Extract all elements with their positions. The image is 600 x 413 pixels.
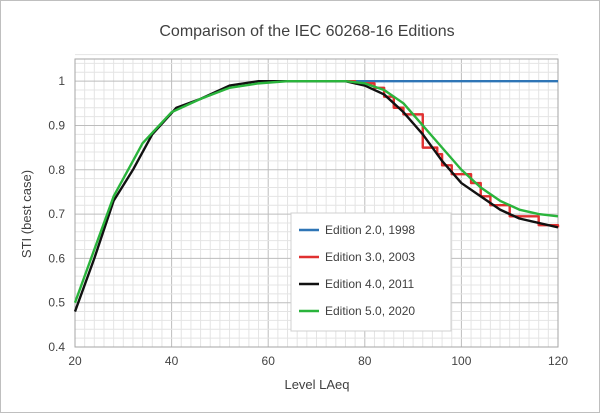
y-tick-label: 0.8	[48, 163, 65, 177]
legend-label: Edition 2.0, 1998	[325, 223, 415, 237]
axes: 20 40 60 80 100 120 0.4 0.5 0.6 0.7 0.8 0.9 1	[48, 58, 568, 368]
y-tick-label: 0.7	[48, 207, 65, 221]
legend-label: Edition 4.0, 2011	[325, 277, 415, 291]
legend-label: Edition 5.0, 2020	[325, 304, 415, 318]
x-tick-label: 40	[165, 354, 179, 368]
legend: Edition 2.0, 1998 Edition 3.0, 2003 Editio…	[290, 212, 452, 332]
chart-title: Comparison of the IEC 60268-16 Editions	[159, 23, 454, 40]
series-layer	[73, 79, 560, 312]
y-tick-label: 0.5	[48, 296, 65, 310]
x-axis-label: Level LAeq	[284, 377, 349, 392]
y-tick-label: 0.9	[48, 118, 65, 132]
x-tick-label: 80	[358, 354, 372, 368]
legend-label: Edition 3.0, 2003	[325, 250, 415, 264]
x-tick-label: 60	[262, 354, 276, 368]
y-tick-label: 1	[58, 74, 65, 88]
plot-area-border	[74, 58, 559, 348]
series-line-4	[73, 79, 559, 304]
x-tick-label: 120	[548, 354, 568, 368]
x-tick-label: 20	[68, 354, 82, 368]
y-axis-label: STI (best case)	[19, 170, 34, 258]
x-tick-label: 100	[451, 354, 471, 368]
y-tick-label: 0.4	[48, 340, 65, 354]
y-tick-label: 0.6	[48, 251, 65, 265]
